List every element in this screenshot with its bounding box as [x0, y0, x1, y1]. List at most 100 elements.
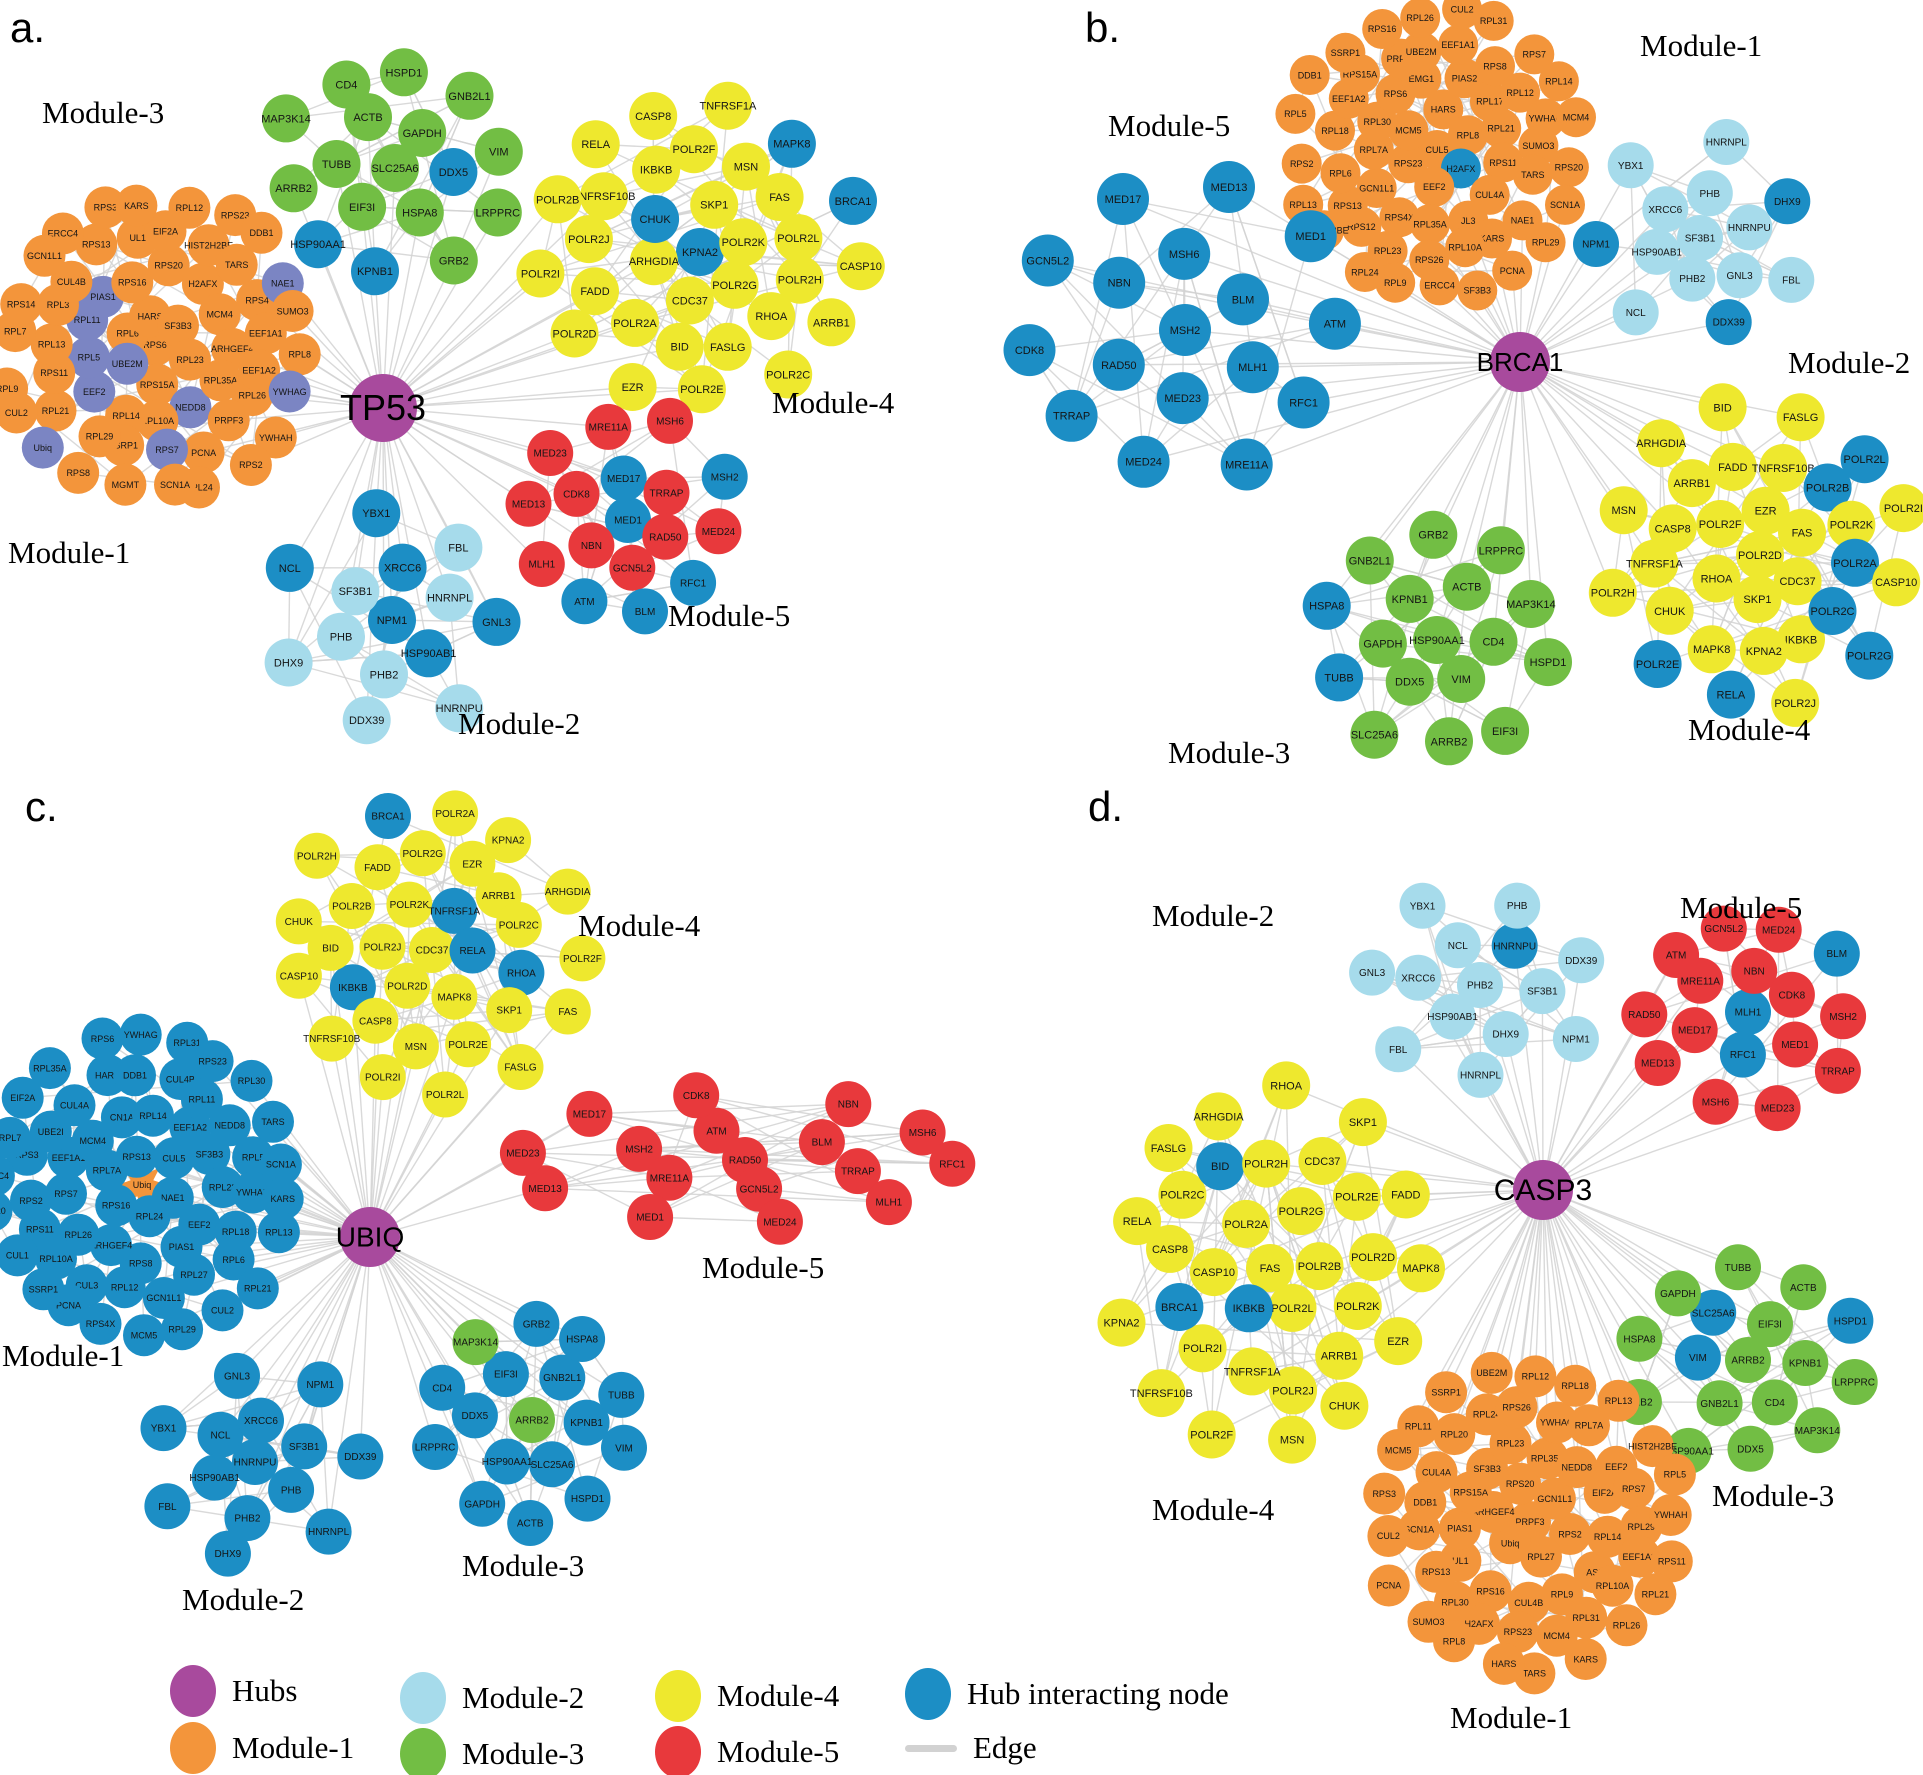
node-HSP90AB1 — [404, 629, 453, 678]
node-POLR2D — [384, 962, 431, 1009]
node-POLR2K — [1827, 500, 1876, 549]
hub-edge — [1542, 1189, 1690, 1452]
legend-item-module-4: Module-4 — [655, 1670, 839, 1722]
edge — [1029, 349, 1248, 466]
hub-edge — [369, 1187, 546, 1238]
node-SKP1 — [1338, 1098, 1387, 1147]
edge — [744, 1159, 890, 1203]
node-POLR2C — [1808, 587, 1857, 635]
hub-edge — [1542, 1189, 1620, 1402]
hub-edge — [382, 407, 609, 428]
node-BID — [1196, 1142, 1245, 1191]
node-CHUK — [1645, 586, 1694, 635]
node-POLR2F — [669, 125, 718, 174]
node-HNRNPL — [1457, 1051, 1504, 1098]
node-IKBKB — [1777, 615, 1825, 664]
node-CASP8 — [352, 997, 399, 1044]
node-RPL26 — [1400, 0, 1441, 38]
node-EEF2 — [73, 370, 116, 413]
hub-edge — [260, 1236, 371, 1421]
edge — [1321, 1160, 1359, 1307]
node-UBE2M — [1470, 1351, 1513, 1394]
hub-edge — [369, 1236, 483, 1504]
node-NPM1 — [297, 1361, 344, 1408]
edge — [654, 143, 793, 220]
node-XRCC6 — [1395, 954, 1442, 1001]
node-CD4 — [419, 1364, 466, 1411]
node-BRCA1 — [829, 176, 877, 225]
node-RPL9 — [0, 367, 29, 410]
node-TRRAP — [643, 469, 690, 516]
node-LRPPRC — [1476, 526, 1525, 575]
node-YWHAG — [1536, 1401, 1578, 1444]
node-GRB2 — [1409, 510, 1458, 559]
label-d-module-5: Module-5 — [1680, 890, 1803, 925]
node-HSPA8 — [559, 1316, 606, 1362]
node-LRPPRC — [1831, 1359, 1878, 1405]
node-EIF3I — [1481, 706, 1530, 755]
node-PHB2 — [1669, 255, 1716, 302]
node-POLR2A — [432, 790, 479, 837]
node-PRPF3 — [207, 399, 250, 442]
node-PCNA — [182, 431, 225, 474]
hub-edge — [369, 1236, 563, 1379]
edge — [639, 1131, 923, 1150]
node-FAS — [755, 173, 804, 221]
node-ARHGDIA — [629, 237, 678, 286]
node-SLC25A6 — [529, 1441, 575, 1488]
node-MED17 — [566, 1090, 613, 1137]
node-SCN1A — [259, 1143, 302, 1186]
node-NCL — [1612, 289, 1659, 336]
node-MED17 — [1671, 1007, 1718, 1054]
hub-edge — [1397, 1048, 1544, 1191]
legend-label: Module-4 — [717, 1678, 840, 1713]
node-MED1 — [627, 1194, 674, 1240]
edge — [434, 1376, 563, 1448]
hub-edge — [1409, 361, 1521, 600]
node-POLR2L — [1268, 1283, 1317, 1332]
module-4-swatch — [655, 1670, 701, 1722]
label-c-module-5: Module-5 — [702, 1250, 825, 1285]
hub-edge — [1285, 1084, 1544, 1191]
hub-edge — [1542, 960, 1582, 1191]
node-GCN5L2 — [1021, 234, 1074, 287]
node-NCL — [1434, 922, 1481, 969]
hub-node-UBIQ — [340, 1207, 400, 1267]
node-FAS — [1246, 1244, 1294, 1292]
node-DDB1 — [114, 1054, 156, 1097]
node-CD4 — [1751, 1379, 1798, 1426]
label-a-module-4: Module-4 — [772, 385, 895, 420]
node-HNRNPL — [1703, 119, 1750, 165]
hub-edge — [1122, 198, 1521, 363]
node-MAP3K14 — [262, 94, 310, 143]
node-RFC1 — [929, 1140, 976, 1187]
node-MSH2 — [1820, 993, 1867, 1040]
label-d-module-4: Module-4 — [1152, 1492, 1275, 1527]
legend-label: Hubs — [232, 1673, 298, 1708]
edge — [1672, 527, 1796, 704]
hub-edge — [1519, 361, 1674, 529]
node-ERCC4 — [1419, 265, 1460, 306]
node-POLR2D — [550, 309, 599, 358]
node-RPS7 — [1612, 1467, 1655, 1510]
edge — [1418, 959, 1582, 979]
edge — [1382, 642, 1549, 663]
node-DDX5 — [451, 1392, 498, 1439]
node-MED23 — [1156, 372, 1209, 425]
node-POLR2H — [775, 255, 824, 304]
node-POLR2B — [1295, 1242, 1344, 1291]
node-MED13 — [1634, 1040, 1681, 1086]
node-CDK8 — [1003, 324, 1056, 377]
hub-label: UBIQ — [336, 1222, 404, 1253]
node-RPL29 — [78, 415, 121, 458]
node-RAD50 — [1092, 338, 1145, 391]
node-GAPDH — [459, 1480, 506, 1527]
legend-item-hub-interacting-node: Hub interacting node — [905, 1668, 1229, 1720]
node-POLR2J — [1771, 678, 1820, 727]
node-KARS — [115, 184, 158, 227]
node-YBX1 — [140, 1405, 187, 1452]
hub-edge — [1369, 361, 1521, 561]
legend-label: Module-1 — [232, 1730, 355, 1765]
node-RPL14 — [1586, 1515, 1629, 1558]
node-DDX39 — [337, 1433, 384, 1480]
